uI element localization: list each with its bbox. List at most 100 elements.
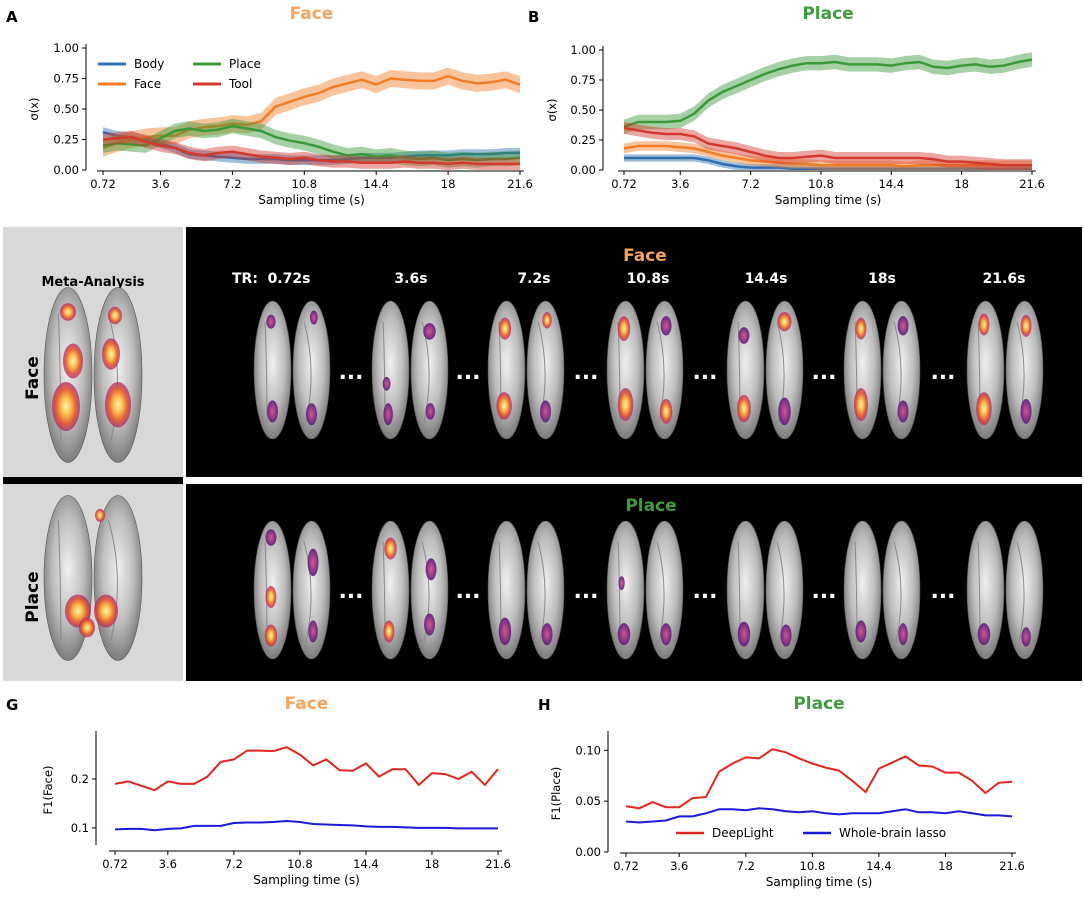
activation-blob bbox=[976, 392, 992, 426]
brain-place bbox=[371, 520, 449, 660]
activation-blob bbox=[660, 316, 672, 336]
legend-label: Face bbox=[134, 77, 161, 91]
brain-face bbox=[606, 300, 684, 440]
activation-blob bbox=[383, 403, 393, 426]
activation-blob bbox=[660, 623, 672, 646]
separator-dots: ... bbox=[692, 360, 717, 385]
separator-dots: ... bbox=[811, 579, 836, 604]
line-tool bbox=[102, 135, 520, 166]
separator-dots: ... bbox=[338, 579, 363, 604]
y-tick-label: 0.10 bbox=[575, 743, 601, 757]
separator-dots: ... bbox=[930, 360, 955, 385]
x-tick-label: 7.2 bbox=[737, 859, 755, 873]
activation-blob bbox=[308, 620, 318, 643]
activation-blob bbox=[897, 400, 909, 423]
tr-label: 10.8s bbox=[627, 271, 670, 287]
activation-blob bbox=[383, 620, 395, 643]
activation-blob bbox=[63, 343, 83, 379]
x-tick-label: 18 bbox=[938, 859, 953, 873]
activation-blob bbox=[618, 576, 625, 590]
chart-title: Face bbox=[290, 4, 334, 24]
hemisphere bbox=[726, 300, 765, 440]
activation-blob bbox=[309, 310, 318, 325]
activation-blob bbox=[978, 313, 990, 336]
legend-label: Body bbox=[134, 57, 164, 71]
activation-blob bbox=[105, 382, 131, 428]
activation-blob bbox=[94, 594, 118, 628]
activation-blob bbox=[617, 387, 634, 422]
meta-brain-face bbox=[43, 287, 143, 463]
hemisphere bbox=[843, 520, 882, 660]
y-tick-label: 0.75 bbox=[53, 72, 79, 86]
band-tool bbox=[103, 131, 520, 170]
panel-letter-h: H bbox=[538, 696, 551, 714]
sulcus bbox=[893, 541, 902, 643]
activation-blob bbox=[498, 617, 512, 646]
panel-letter-b: B bbox=[528, 8, 539, 26]
activation-blob bbox=[737, 621, 751, 647]
line-face bbox=[623, 144, 1032, 168]
tr-label: 21.6s bbox=[983, 271, 1026, 287]
activation-blob bbox=[264, 624, 278, 647]
x-tick-label: 21.6 bbox=[485, 857, 511, 871]
sulcus bbox=[107, 520, 118, 641]
brain-face bbox=[966, 300, 1044, 440]
y-tick-label: 0.25 bbox=[570, 133, 596, 147]
separator-dots: ... bbox=[811, 360, 836, 385]
brain-face bbox=[487, 300, 565, 440]
activation-blob bbox=[60, 303, 76, 321]
brain-place bbox=[726, 520, 804, 660]
activation-blob bbox=[778, 397, 791, 426]
chart-b: Place 0.72 3.6 7.2 10.8 14.4 18 21.6 0.00 0.25 0.5… bbox=[545, 4, 1045, 207]
activation-blob bbox=[425, 403, 435, 420]
activation-blob bbox=[977, 623, 991, 646]
y-tick-label: 0.05 bbox=[575, 794, 601, 808]
activation-blob bbox=[617, 316, 631, 342]
activation-blob bbox=[542, 312, 552, 329]
activation-blob bbox=[853, 387, 868, 422]
legend-label: Whole-brain lasso bbox=[839, 826, 946, 840]
x-tick-label: 7.2 bbox=[741, 177, 759, 191]
x-tick-label: 3.6 bbox=[670, 859, 688, 873]
y-axis-label: F1(Face) bbox=[41, 766, 55, 815]
sulcus bbox=[264, 321, 268, 423]
x-tick-label: 21.6 bbox=[507, 177, 533, 191]
x-tick-label: 10.8 bbox=[287, 857, 313, 871]
brain-face bbox=[371, 300, 449, 440]
y-tick-label: 0.00 bbox=[575, 845, 601, 859]
tr-prefix: TR: bbox=[232, 271, 258, 287]
tr-label: 14.4s bbox=[745, 271, 788, 287]
tr-label: 7.2s bbox=[517, 271, 550, 287]
panel-letter-a: A bbox=[6, 8, 18, 26]
activation-blob bbox=[659, 398, 673, 424]
brains-place: .................. bbox=[253, 520, 1044, 660]
activation-blob bbox=[541, 623, 553, 646]
tr-label: 18s bbox=[868, 271, 896, 287]
x-axis-label: Sampling time (s) bbox=[258, 193, 365, 207]
chart-g: Face 0.72 3.6 7.2 10.8 14.4 18 21.6 0.1 0.2 Sampli… bbox=[41, 694, 511, 887]
activation-blob bbox=[265, 585, 277, 608]
brain-place bbox=[843, 520, 921, 660]
activation-blob bbox=[1020, 314, 1032, 337]
meta-analysis-place-background bbox=[3, 484, 183, 681]
x-tick-label: 10.8 bbox=[800, 859, 826, 873]
activation-blob bbox=[777, 312, 792, 332]
chart-title: Face bbox=[285, 694, 329, 714]
activation-blob bbox=[738, 327, 750, 344]
line-deeplight bbox=[114, 746, 499, 792]
activation-blob bbox=[79, 617, 95, 638]
x-tick-label: 3.6 bbox=[159, 857, 177, 871]
brain-face bbox=[726, 300, 804, 440]
sulcus bbox=[1016, 541, 1025, 643]
brain-face bbox=[843, 300, 921, 440]
y-tick-label: 0.2 bbox=[71, 772, 89, 786]
brains-face: .................. bbox=[253, 300, 1044, 440]
activation-blob bbox=[780, 624, 792, 647]
activation-blob bbox=[898, 623, 908, 646]
separator-dots: ... bbox=[338, 360, 363, 385]
activation-blob bbox=[424, 613, 435, 636]
legend-label: Tool bbox=[228, 77, 252, 91]
brains-meta bbox=[43, 287, 143, 661]
x-tick-label: 0.72 bbox=[611, 177, 637, 191]
y-tick-label: 0.75 bbox=[570, 73, 596, 87]
